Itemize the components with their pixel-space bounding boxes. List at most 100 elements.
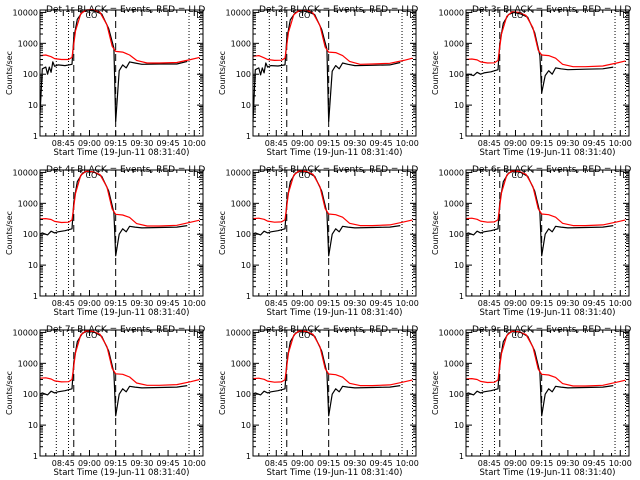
series-line-events xyxy=(39,9,188,122)
plot-frame xyxy=(252,329,417,457)
y-tick-label: 100 xyxy=(23,230,38,239)
y-axis-label: Counts/sec xyxy=(218,371,227,415)
x-tick-label: 09:00 xyxy=(78,299,101,308)
x-tick-label: 09:30 xyxy=(130,459,153,468)
y-axis-label: Counts/sec xyxy=(5,211,14,255)
x-tick-label: 09:45 xyxy=(370,299,393,308)
x-tick-label: 09:00 xyxy=(504,459,527,468)
x-tick-label: 10:00 xyxy=(609,299,632,308)
y-tick-label: 10 xyxy=(454,261,464,270)
x-tick-label: 09:30 xyxy=(343,139,366,148)
y-axis-label: Counts/sec xyxy=(431,371,440,415)
corner-mark: L xyxy=(622,11,627,20)
x-tick-label: 08:45 xyxy=(52,299,75,308)
series-line-lld xyxy=(252,170,413,227)
y-tick-label: 1 xyxy=(459,132,464,141)
x-tick-label: 09:00 xyxy=(78,139,101,148)
corner-mark: CO xyxy=(85,11,97,20)
plot-frame xyxy=(252,169,417,297)
x-tick-label: 09:30 xyxy=(556,459,579,468)
series-line-lld xyxy=(252,9,413,65)
x-tick-label: 09:45 xyxy=(157,299,180,308)
x-tick-label: 10:00 xyxy=(396,459,419,468)
series-line-lld xyxy=(252,330,413,387)
series-line-events xyxy=(252,170,401,257)
series-line-lld xyxy=(39,8,200,64)
y-tick-label: 1000 xyxy=(231,359,251,368)
x-tick-label: 09:45 xyxy=(583,299,606,308)
series-line-events xyxy=(465,11,614,94)
corner-mark: CO xyxy=(511,331,523,340)
y-tick-label: 100 xyxy=(449,70,464,79)
corner-mark: CO xyxy=(85,171,97,180)
corner-mark: CO xyxy=(298,331,310,340)
x-tick-label: 08:45 xyxy=(265,139,288,148)
y-tick-label: 100 xyxy=(236,390,251,399)
x-tick-label: 10:00 xyxy=(396,299,419,308)
y-tick-label: 1000 xyxy=(444,199,464,208)
x-tick-label: 09:45 xyxy=(370,459,393,468)
x-tick-label: 09:15 xyxy=(317,299,340,308)
y-tick-label: 100 xyxy=(449,390,464,399)
plot-frame xyxy=(39,9,204,137)
y-tick-label: 1000 xyxy=(444,39,464,48)
corner-mark: L xyxy=(622,171,627,180)
x-tick-label: 09:15 xyxy=(104,139,127,148)
y-tick-label: 10000 xyxy=(226,8,251,17)
y-tick-label: 10000 xyxy=(226,168,251,177)
y-tick-label: 1 xyxy=(246,132,251,141)
x-tick-label: 08:45 xyxy=(52,139,75,148)
y-tick-label: 10000 xyxy=(439,8,464,17)
x-axis-label: Start Time (19-Jun-11 08:31:40) xyxy=(54,308,190,318)
y-tick-label: 10 xyxy=(28,261,38,270)
x-axis-label: Start Time (19-Jun-11 08:31:40) xyxy=(267,468,403,478)
y-tick-label: 1 xyxy=(246,452,251,461)
y-tick-label: 100 xyxy=(449,230,464,239)
y-tick-label: 1 xyxy=(459,452,464,461)
x-axis-label: Start Time (19-Jun-11 08:31:40) xyxy=(480,148,616,158)
y-axis-label: Counts/sec xyxy=(5,51,14,95)
x-tick-label: 09:15 xyxy=(104,459,127,468)
plot-frame xyxy=(465,329,630,457)
series-line-lld xyxy=(465,330,626,387)
y-axis-label: Counts/sec xyxy=(431,211,440,255)
y-tick-label: 1 xyxy=(246,292,251,301)
plot-frame xyxy=(39,169,204,297)
series-line-events xyxy=(39,170,188,257)
y-tick-label: 1000 xyxy=(18,39,38,48)
x-tick-label: 08:45 xyxy=(478,139,501,148)
y-tick-label: 10000 xyxy=(439,168,464,177)
x-tick-label: 09:30 xyxy=(343,299,366,308)
y-tick-label: 10000 xyxy=(13,8,38,17)
x-tick-label: 09:45 xyxy=(157,459,180,468)
x-tick-label: 08:45 xyxy=(265,459,288,468)
corner-mark: L xyxy=(196,11,201,20)
x-tick-label: 09:15 xyxy=(530,459,553,468)
x-tick-label: 09:45 xyxy=(370,139,393,148)
y-tick-label: 1 xyxy=(33,132,38,141)
series-line-events xyxy=(252,10,401,122)
series-line-events xyxy=(465,170,614,257)
x-tick-label: 10:00 xyxy=(183,139,206,148)
y-tick-label: 100 xyxy=(236,70,251,79)
y-tick-label: 10 xyxy=(454,101,464,110)
y-tick-label: 10 xyxy=(241,261,251,270)
x-tick-label: 09:00 xyxy=(291,139,314,148)
series-line-lld xyxy=(39,170,200,227)
y-tick-label: 1000 xyxy=(18,199,38,208)
x-axis-label: Start Time (19-Jun-11 08:31:40) xyxy=(267,148,403,158)
x-tick-label: 09:30 xyxy=(556,299,579,308)
corner-mark: L xyxy=(409,11,414,20)
x-tick-label: 09:30 xyxy=(343,459,366,468)
x-tick-label: 09:45 xyxy=(583,459,606,468)
y-tick-label: 1000 xyxy=(231,199,251,208)
x-tick-label: 09:00 xyxy=(291,459,314,468)
x-tick-label: 09:15 xyxy=(530,299,553,308)
